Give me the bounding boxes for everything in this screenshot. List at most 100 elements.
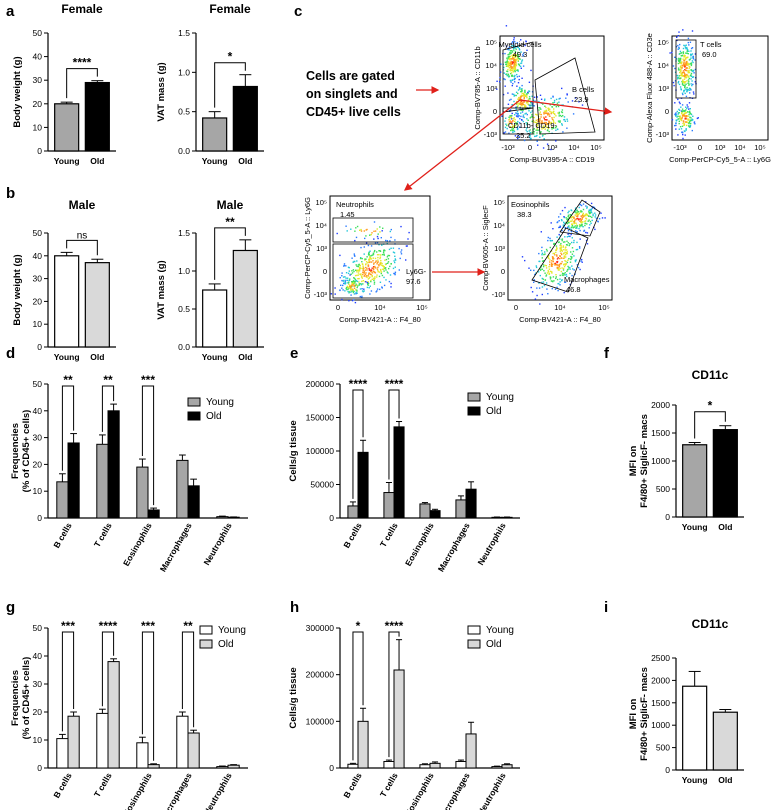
event-dot [522, 65, 525, 67]
event-dot [554, 262, 557, 265]
y-tick-label: 20 [33, 296, 43, 306]
event-dot [684, 81, 686, 84]
gate-value: 1.45 [340, 210, 355, 219]
event-dot [577, 215, 579, 217]
event-dot [511, 50, 513, 52]
event-dot [350, 294, 352, 296]
event-dot [541, 257, 543, 259]
event-dot [558, 282, 560, 285]
bar-young [54, 103, 80, 152]
y-tick-label: 1.0 [178, 266, 190, 276]
event-dot [571, 253, 574, 255]
event-dot [369, 273, 372, 275]
event-dot [524, 91, 526, 94]
event-dot [549, 110, 551, 113]
event-dot [549, 261, 551, 263]
event-dot [682, 79, 684, 81]
gate-value: 49.3 [513, 50, 528, 59]
event-dot [563, 263, 565, 266]
event-dot [692, 91, 695, 93]
y-tick-label: 10⁵ [316, 198, 327, 207]
event-dot [687, 74, 689, 77]
event-dot [683, 75, 686, 78]
event-dot [684, 115, 686, 118]
event-dot [562, 224, 565, 227]
event-dot [369, 257, 371, 260]
event-dot [516, 53, 519, 56]
x-tick-label: 10⁴ [568, 143, 580, 152]
event-dot [346, 230, 348, 232]
event-dot [353, 293, 356, 295]
event-dot [549, 246, 551, 249]
y-tick-label: 10 [33, 319, 43, 329]
event-dot [690, 72, 693, 75]
event-dot [563, 118, 566, 121]
event-dot [382, 227, 384, 229]
event-dot [380, 262, 382, 264]
event-dot [387, 262, 389, 264]
event-dot [692, 69, 695, 72]
event-dot [348, 283, 350, 285]
gating-arrow [403, 99, 521, 191]
event-dot [539, 118, 541, 120]
event-dot [510, 67, 513, 70]
event-dot [372, 267, 375, 269]
event-dot [541, 277, 543, 280]
event-dot [368, 252, 370, 254]
event-dot [517, 98, 519, 100]
event-dot [686, 64, 688, 66]
event-dot [524, 89, 526, 92]
event-dot [575, 209, 577, 211]
event-dot [559, 120, 561, 122]
x-tick-label: T cells [92, 771, 114, 799]
event-dot [686, 52, 688, 54]
event-dot [513, 63, 515, 65]
event-dot [354, 282, 356, 284]
event-dot [394, 273, 396, 276]
event-dot [677, 115, 679, 117]
y-tick-label: 30 [33, 433, 43, 443]
event-dot [685, 61, 688, 63]
event-dot [687, 79, 690, 81]
event-dot [356, 260, 358, 262]
event-dot [685, 76, 688, 78]
event-dot [688, 44, 690, 46]
event-dot [562, 246, 564, 248]
event-dot [551, 239, 553, 242]
y-tick-label: 0 [323, 267, 327, 276]
x-axis-label: Comp-PerCP-Cy5_5-A :: Ly6G [669, 155, 771, 164]
event-dot [592, 206, 594, 208]
event-dot [681, 111, 683, 113]
event-dot [686, 47, 688, 49]
event-dot [549, 278, 552, 280]
event-dot [545, 265, 547, 267]
event-dot [677, 76, 679, 79]
event-dot [542, 122, 544, 124]
event-dot [339, 289, 341, 291]
event-dot [516, 128, 519, 131]
event-dot [367, 283, 369, 285]
event-dot [367, 275, 370, 277]
y-tick-label: 0 [37, 342, 42, 352]
event-dot [390, 247, 392, 249]
event-dot [533, 96, 536, 98]
event-dot [564, 120, 566, 122]
event-dot [557, 105, 560, 108]
event-dot [562, 241, 565, 243]
event-dot [516, 42, 519, 44]
event-dot [683, 54, 685, 56]
event-dot [538, 107, 540, 109]
event-dot [514, 81, 516, 83]
event-dot [563, 116, 566, 118]
event-dot [507, 48, 509, 51]
event-dot [351, 299, 354, 302]
event-dot [385, 258, 388, 261]
event-dot [584, 222, 587, 225]
x-tick-label: 10⁴ [734, 143, 746, 152]
event-dot [689, 58, 691, 61]
event-dot [583, 215, 585, 218]
gate-value: 25.2 [516, 131, 531, 140]
gate-label: CD11b- CD19- [508, 121, 558, 130]
event-dot [591, 219, 593, 222]
event-dot [679, 74, 682, 77]
